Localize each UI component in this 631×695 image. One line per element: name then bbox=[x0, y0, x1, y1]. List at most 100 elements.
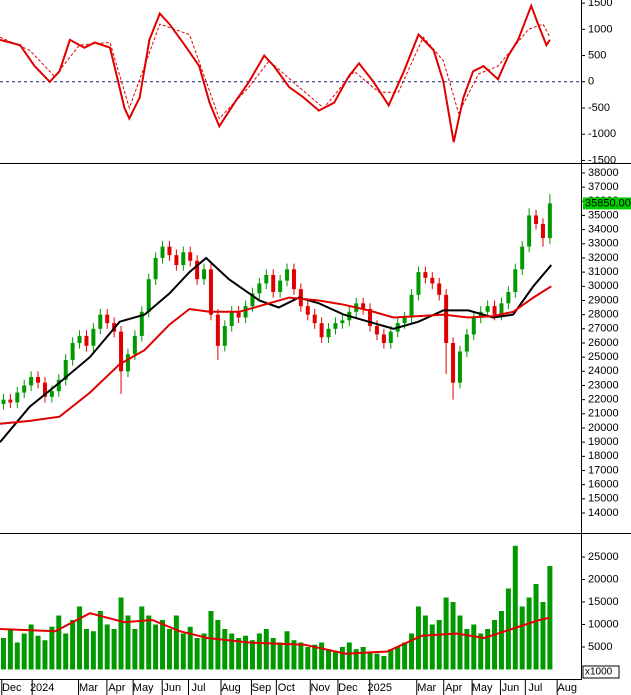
volume-bar bbox=[201, 633, 207, 670]
candle-body bbox=[388, 331, 393, 343]
y-tick-label: 21000 bbox=[588, 408, 619, 420]
y-tick-label: 14000 bbox=[588, 507, 619, 519]
candle-body bbox=[195, 260, 200, 280]
candle-body bbox=[340, 320, 345, 324]
x-tick-label: Jun bbox=[163, 682, 181, 694]
x-tick-label: Dec bbox=[338, 682, 358, 694]
volume-bar bbox=[374, 653, 380, 670]
volume-bar bbox=[395, 646, 401, 670]
volume-bar bbox=[118, 597, 124, 670]
volume-bar bbox=[305, 646, 311, 670]
series-line bbox=[0, 2, 551, 143]
volume-bar bbox=[485, 628, 491, 670]
volume-bar bbox=[111, 628, 117, 670]
volume-bar bbox=[256, 633, 262, 670]
volume-bar bbox=[450, 602, 456, 670]
x-tick-label: Jul bbox=[528, 682, 542, 694]
x-tick-label: Mar bbox=[417, 682, 436, 694]
volume-bar bbox=[339, 646, 345, 670]
volume-bar bbox=[180, 633, 186, 670]
volume-bar bbox=[236, 637, 242, 670]
x-tick-label: Nov bbox=[310, 682, 330, 694]
candle-body bbox=[229, 311, 234, 326]
candle-body bbox=[409, 294, 414, 318]
volume-bar bbox=[63, 633, 69, 670]
candle-body bbox=[29, 376, 34, 386]
y-tick-label: 0 bbox=[588, 76, 594, 88]
candle-body bbox=[506, 291, 511, 304]
volume-bar bbox=[346, 642, 352, 670]
volume-bar bbox=[505, 588, 511, 670]
series-line bbox=[0, 285, 552, 425]
volume-bar bbox=[263, 628, 269, 670]
candle-body bbox=[222, 325, 227, 346]
volume-bar bbox=[83, 628, 89, 670]
x-tick-label: Mar bbox=[79, 682, 98, 694]
candle-body bbox=[1, 399, 6, 404]
candle-body bbox=[485, 306, 490, 312]
y-tick-label: 27000 bbox=[588, 323, 619, 335]
volume-bar bbox=[326, 649, 332, 670]
volume-bar bbox=[436, 619, 442, 670]
volume-bar bbox=[97, 610, 103, 670]
candle-body bbox=[56, 379, 61, 392]
volume-bar bbox=[14, 642, 20, 670]
volume-bar bbox=[519, 606, 525, 670]
candle-body bbox=[84, 335, 89, 346]
volume-bar bbox=[104, 624, 110, 670]
candle-body bbox=[374, 325, 379, 335]
volume-bar bbox=[42, 640, 48, 670]
volume-bar bbox=[132, 628, 138, 670]
volume-bar bbox=[243, 635, 249, 670]
y-tick-label: -500 bbox=[588, 102, 610, 114]
y-tick-label: 1500 bbox=[588, 0, 612, 9]
y-tick-label: 25000 bbox=[588, 551, 619, 563]
x-tick-label: Jun bbox=[502, 682, 520, 694]
candle-body bbox=[547, 203, 552, 239]
volume-bar bbox=[49, 626, 55, 670]
y-tick-label: 18000 bbox=[588, 450, 619, 462]
volume-bar bbox=[319, 642, 325, 670]
candle-body bbox=[471, 317, 476, 335]
candle-body bbox=[153, 257, 158, 280]
volume-bar bbox=[332, 651, 338, 670]
y-tick-label: 20000 bbox=[588, 573, 619, 585]
y-tick-label: 25000 bbox=[588, 351, 619, 363]
volume-bar bbox=[270, 637, 276, 670]
candle-body bbox=[464, 334, 469, 352]
volume-bar bbox=[429, 624, 435, 670]
x-tick-label: Sep bbox=[252, 682, 272, 694]
volume-bar bbox=[353, 649, 359, 670]
volume-bar bbox=[160, 619, 166, 670]
x-tick-label: Jul bbox=[191, 682, 205, 694]
volume-bar bbox=[194, 637, 200, 670]
candle-body bbox=[208, 269, 213, 315]
last-price-label: 35850.00 bbox=[585, 197, 631, 209]
candle-body bbox=[430, 277, 435, 284]
volume-bar bbox=[471, 624, 477, 670]
volume-bar bbox=[56, 615, 62, 670]
x-tick-label: Apr bbox=[108, 682, 125, 694]
x-tick-label: Dec bbox=[2, 682, 22, 694]
candle-body bbox=[63, 359, 68, 380]
y-tick-label: 38000 bbox=[588, 167, 619, 179]
volume-bar bbox=[291, 640, 297, 670]
y-tick-label: 5000 bbox=[588, 641, 612, 653]
candle-body bbox=[77, 335, 82, 343]
volume-bar bbox=[125, 615, 131, 670]
y-tick-label: 15000 bbox=[588, 493, 619, 505]
x-tick-label: Oct bbox=[278, 682, 295, 694]
candle-body bbox=[499, 303, 504, 315]
volume-bar bbox=[277, 642, 283, 670]
volume-bar bbox=[7, 628, 13, 670]
candle-body bbox=[333, 323, 338, 329]
volume-bar bbox=[146, 615, 152, 670]
candle-body bbox=[534, 215, 539, 224]
y-tick-label: 32000 bbox=[588, 252, 619, 264]
candle-body bbox=[250, 293, 255, 307]
volume-bar bbox=[512, 545, 518, 670]
candle-body bbox=[146, 279, 151, 312]
candle-body bbox=[236, 311, 241, 318]
candle-body bbox=[49, 391, 54, 397]
candle-body bbox=[437, 283, 442, 295]
